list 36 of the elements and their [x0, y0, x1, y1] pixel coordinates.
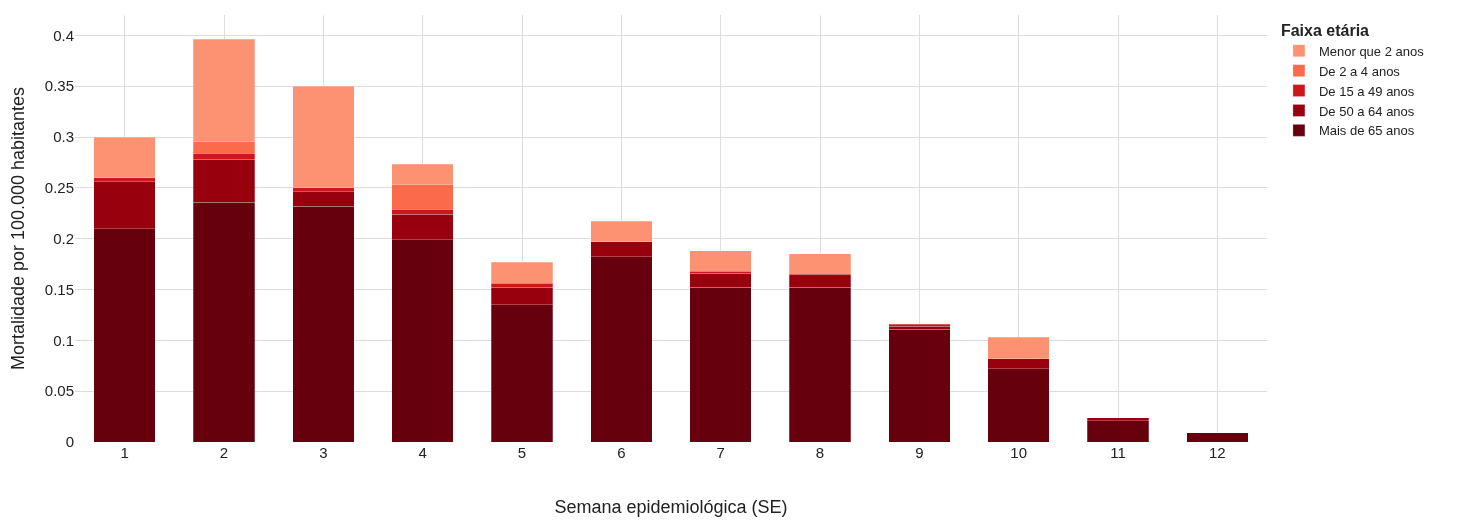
x-tick-label: 5: [517, 444, 527, 461]
y-tick-label: 0.25: [44, 179, 74, 197]
x-tick-label: 10: [1010, 444, 1028, 461]
x-tick-label: 11: [1110, 444, 1126, 461]
bar: [490, 261, 554, 284]
legend-label: Menor que 2 anos: [1318, 43, 1425, 59]
x-tick-label: 3: [319, 444, 328, 461]
bar: [1186, 432, 1249, 442]
x-axis-title: Semana epidemiológica (SE): [554, 497, 788, 518]
x-tick-label: 4: [418, 444, 427, 461]
x-tick-label: 9: [915, 444, 924, 461]
bar: [292, 85, 355, 189]
y-tick-label: 0.35: [44, 77, 74, 95]
bar: [93, 136, 156, 178]
x-tick-label: 7: [716, 444, 725, 461]
bar: [1086, 420, 1150, 442]
legend-label: De 15 a 49 anos: [1318, 83, 1415, 99]
y-tick-label: 0.4: [53, 26, 74, 44]
y-tick-label: 0.2: [53, 229, 74, 247]
bar: [689, 250, 752, 272]
x-tick-label: 1: [120, 444, 129, 461]
y-axis-title: Mortalidade por 100.000 habitantes: [8, 86, 28, 371]
y-tick-label: 0: [65, 433, 74, 451]
legend-label: De 2 a 4 anos: [1318, 63, 1401, 79]
y-tick-label: 0.15: [44, 280, 74, 298]
x-tick-label: 6: [617, 444, 626, 461]
y-tick-label: 0.1: [53, 331, 74, 349]
x-tick-label: 12: [1208, 444, 1226, 461]
legend-label: Mais de 65 anos: [1318, 123, 1415, 139]
x-tick-label: 8: [815, 444, 825, 461]
y-tick-label: 0.3: [53, 128, 74, 146]
legend-title: Faixa etária: [1280, 21, 1370, 39]
legend-label: De 50 a 64 anos: [1318, 103, 1415, 119]
bar: [888, 328, 951, 442]
x-tick-label: 2: [219, 444, 229, 461]
y-tick-label: 0.05: [44, 382, 74, 400]
